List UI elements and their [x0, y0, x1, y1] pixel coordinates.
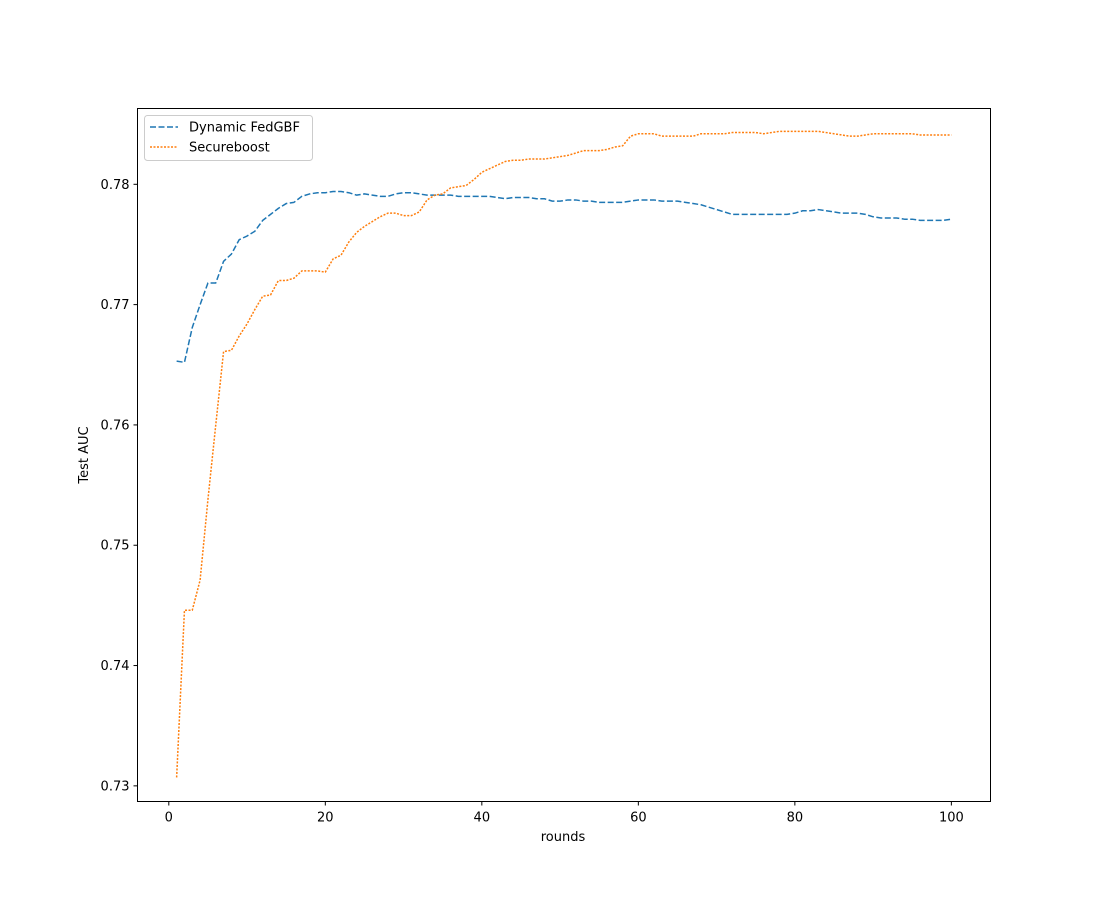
y-axis-label: Test AUC — [77, 426, 92, 484]
series-line-secureboost — [175, 130, 952, 778]
legend-label-secureboost: Secureboost — [189, 141, 270, 156]
x-tick-label: 0 — [165, 811, 173, 826]
x-axis: 0 20 40 60 80 100 — [165, 801, 964, 826]
series-line-dynamic-fedgbf — [176, 190, 952, 364]
y-tick-label: 0.73 — [101, 779, 130, 794]
y-tick-label: 0.75 — [101, 539, 130, 554]
plot-area — [175, 130, 952, 778]
x-tick-label: 60 — [630, 811, 647, 826]
y-tick-label: 0.74 — [101, 659, 130, 674]
legend-box — [144, 115, 313, 161]
axes-frame — [137, 108, 991, 802]
legend: Dynamic FedGBF Secureboost — [144, 115, 313, 161]
y-axis: 0.73 0.74 0.75 0.76 0.77 0.78 — [101, 178, 138, 794]
y-tick-label: 0.76 — [101, 418, 130, 433]
x-tick-label: 80 — [787, 811, 804, 826]
x-axis-label: rounds — [541, 830, 586, 845]
x-tick-label: 40 — [474, 811, 491, 826]
y-tick-label: 0.78 — [101, 178, 130, 193]
x-tick-label: 100 — [939, 811, 964, 826]
y-tick-label: 0.77 — [101, 298, 130, 313]
x-tick-label: 20 — [317, 811, 334, 826]
legend-label-dynamic-fedgbf: Dynamic FedGBF — [189, 121, 300, 136]
